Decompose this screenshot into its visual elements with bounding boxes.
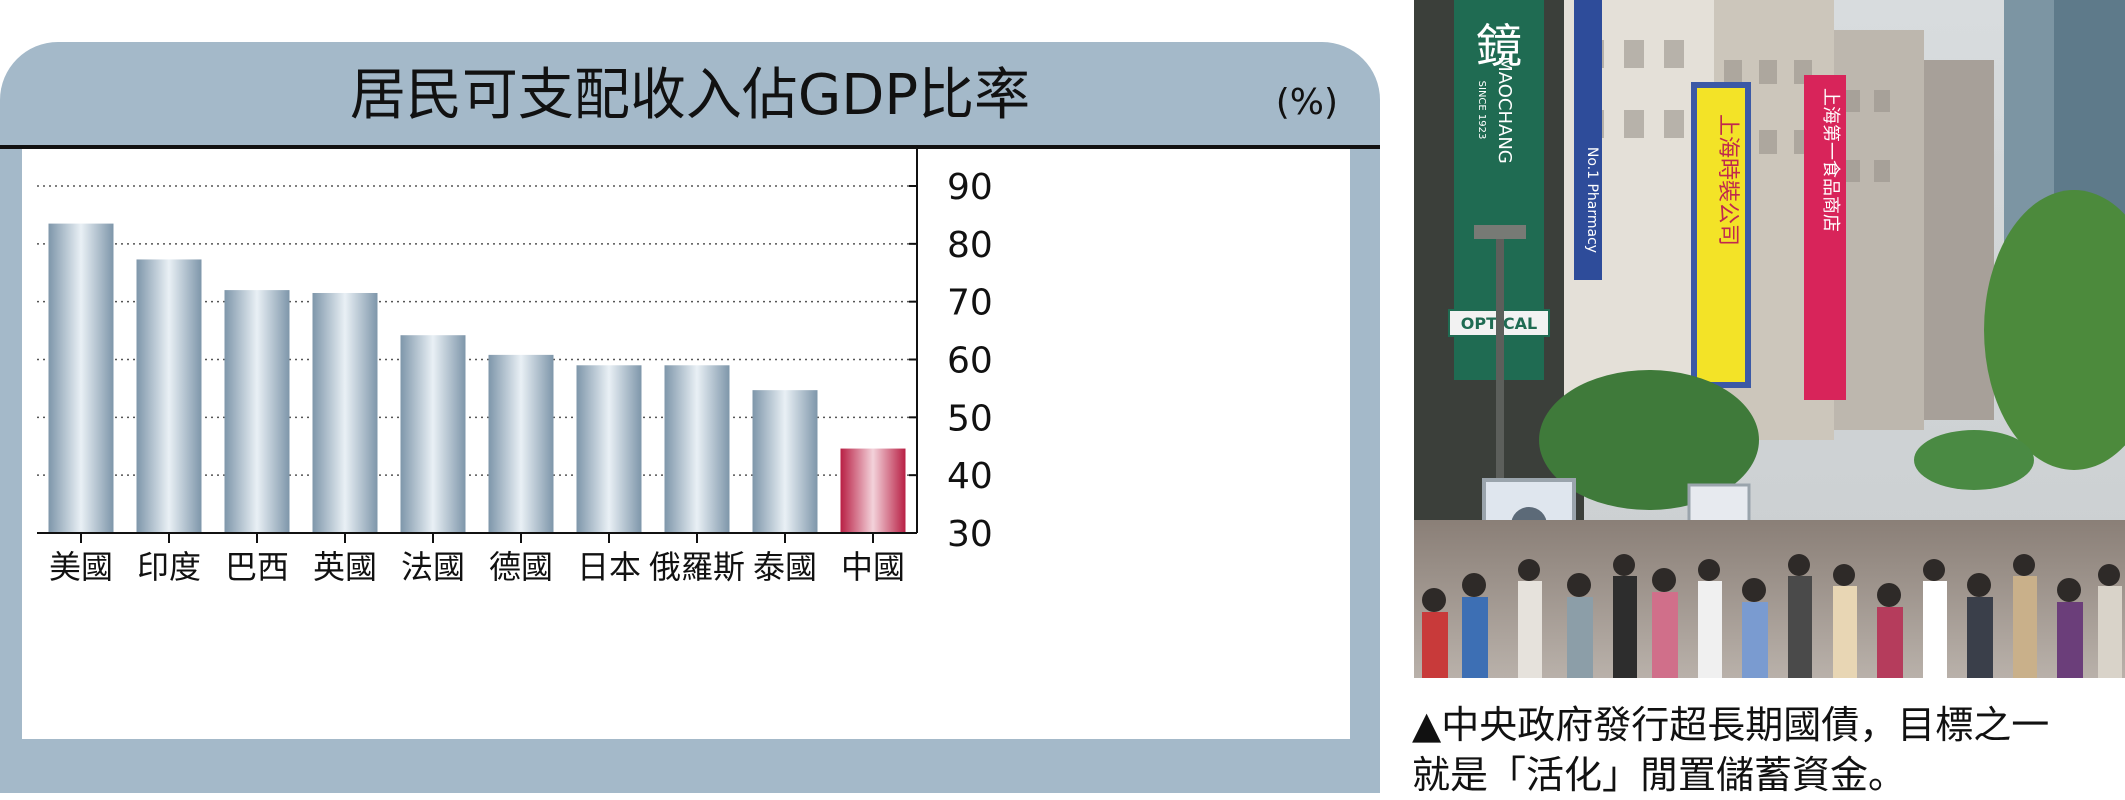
- y-axis-unit: (%): [1275, 82, 1338, 123]
- x-tick-label: 中國: [841, 548, 905, 586]
- caption-line-1: ▲中央政府發行超長期國債，目標之一: [1412, 703, 2050, 747]
- photo-caption: ▲中央政府發行超長期國債，目標之一 就是「活化」閒置儲蓄資金。: [1412, 700, 2122, 800]
- x-tick-label: 俄羅斯: [649, 548, 745, 586]
- y-tick-label: 90: [947, 167, 993, 208]
- title-divider: [0, 145, 1380, 149]
- x-tick-label: 泰國: [753, 548, 817, 586]
- bar-3: [312, 292, 378, 533]
- sign-maochang: MAOCHANG: [1494, 56, 1515, 164]
- bar-0: [48, 223, 114, 533]
- sign-pharmacy: No.1 Pharmacy: [1584, 147, 1600, 253]
- bar-7: [664, 365, 730, 533]
- street-scene-image: 鏡 MAOCHANG SINCE 1923 OPTICAL No.1 Pharm…: [1414, 0, 2125, 678]
- chart-panel: 居民可支配收入佔GDP比率 (%) 30 40 50 60 70 80 90 美國 印度 巴西 英國…: [0, 42, 1380, 793]
- y-tick-label: 80: [947, 225, 993, 266]
- bar-chart: 30 40 50 60 70 80 90 美國 印度 巴西 英國 法國 德國 日本 俄羅斯 泰國 中國: [37, 149, 993, 586]
- x-tick-label: 法國: [401, 548, 465, 586]
- sign-glasses: 鏡: [1476, 19, 1522, 73]
- x-tick-label: 英國: [313, 548, 377, 586]
- bar-4: [400, 335, 466, 533]
- y-tick-label: 40: [947, 456, 993, 497]
- bar-9: [840, 448, 906, 533]
- x-tick-label: 日本: [577, 548, 641, 586]
- y-tick-label: 70: [947, 283, 993, 324]
- x-tick-label: 印度: [137, 548, 201, 586]
- bar-2: [224, 290, 290, 533]
- x-tick-label: 巴西: [225, 548, 289, 586]
- plot-area: 30 40 50 60 70 80 90 美國 印度 巴西 英國 法國 德國 日本 俄羅斯 泰國 中國: [22, 149, 1350, 739]
- sign-fashion: 上海時裝公司: [1715, 114, 1740, 246]
- chart-title: 居民可支配收入佔GDP比率: [349, 63, 1031, 128]
- bar-1: [136, 259, 202, 533]
- street-photo: 鏡 MAOCHANG SINCE 1923 OPTICAL No.1 Pharm…: [1414, 0, 2125, 678]
- sign-since: SINCE 1923: [1476, 81, 1487, 140]
- sign-food-store: 上海第一食品商店: [1820, 88, 1841, 232]
- bar-8: [752, 390, 818, 533]
- bar-5: [488, 354, 554, 533]
- y-tick-label: 30: [947, 514, 993, 555]
- caption-line-2: 就是「活化」閒置儲蓄資金。: [1412, 753, 1907, 797]
- y-tick-label: 50: [947, 398, 993, 439]
- bar-6: [576, 365, 642, 533]
- x-tick-label: 美國: [49, 548, 113, 586]
- y-tick-label: 60: [947, 341, 993, 382]
- x-tick-label: 德國: [489, 548, 553, 586]
